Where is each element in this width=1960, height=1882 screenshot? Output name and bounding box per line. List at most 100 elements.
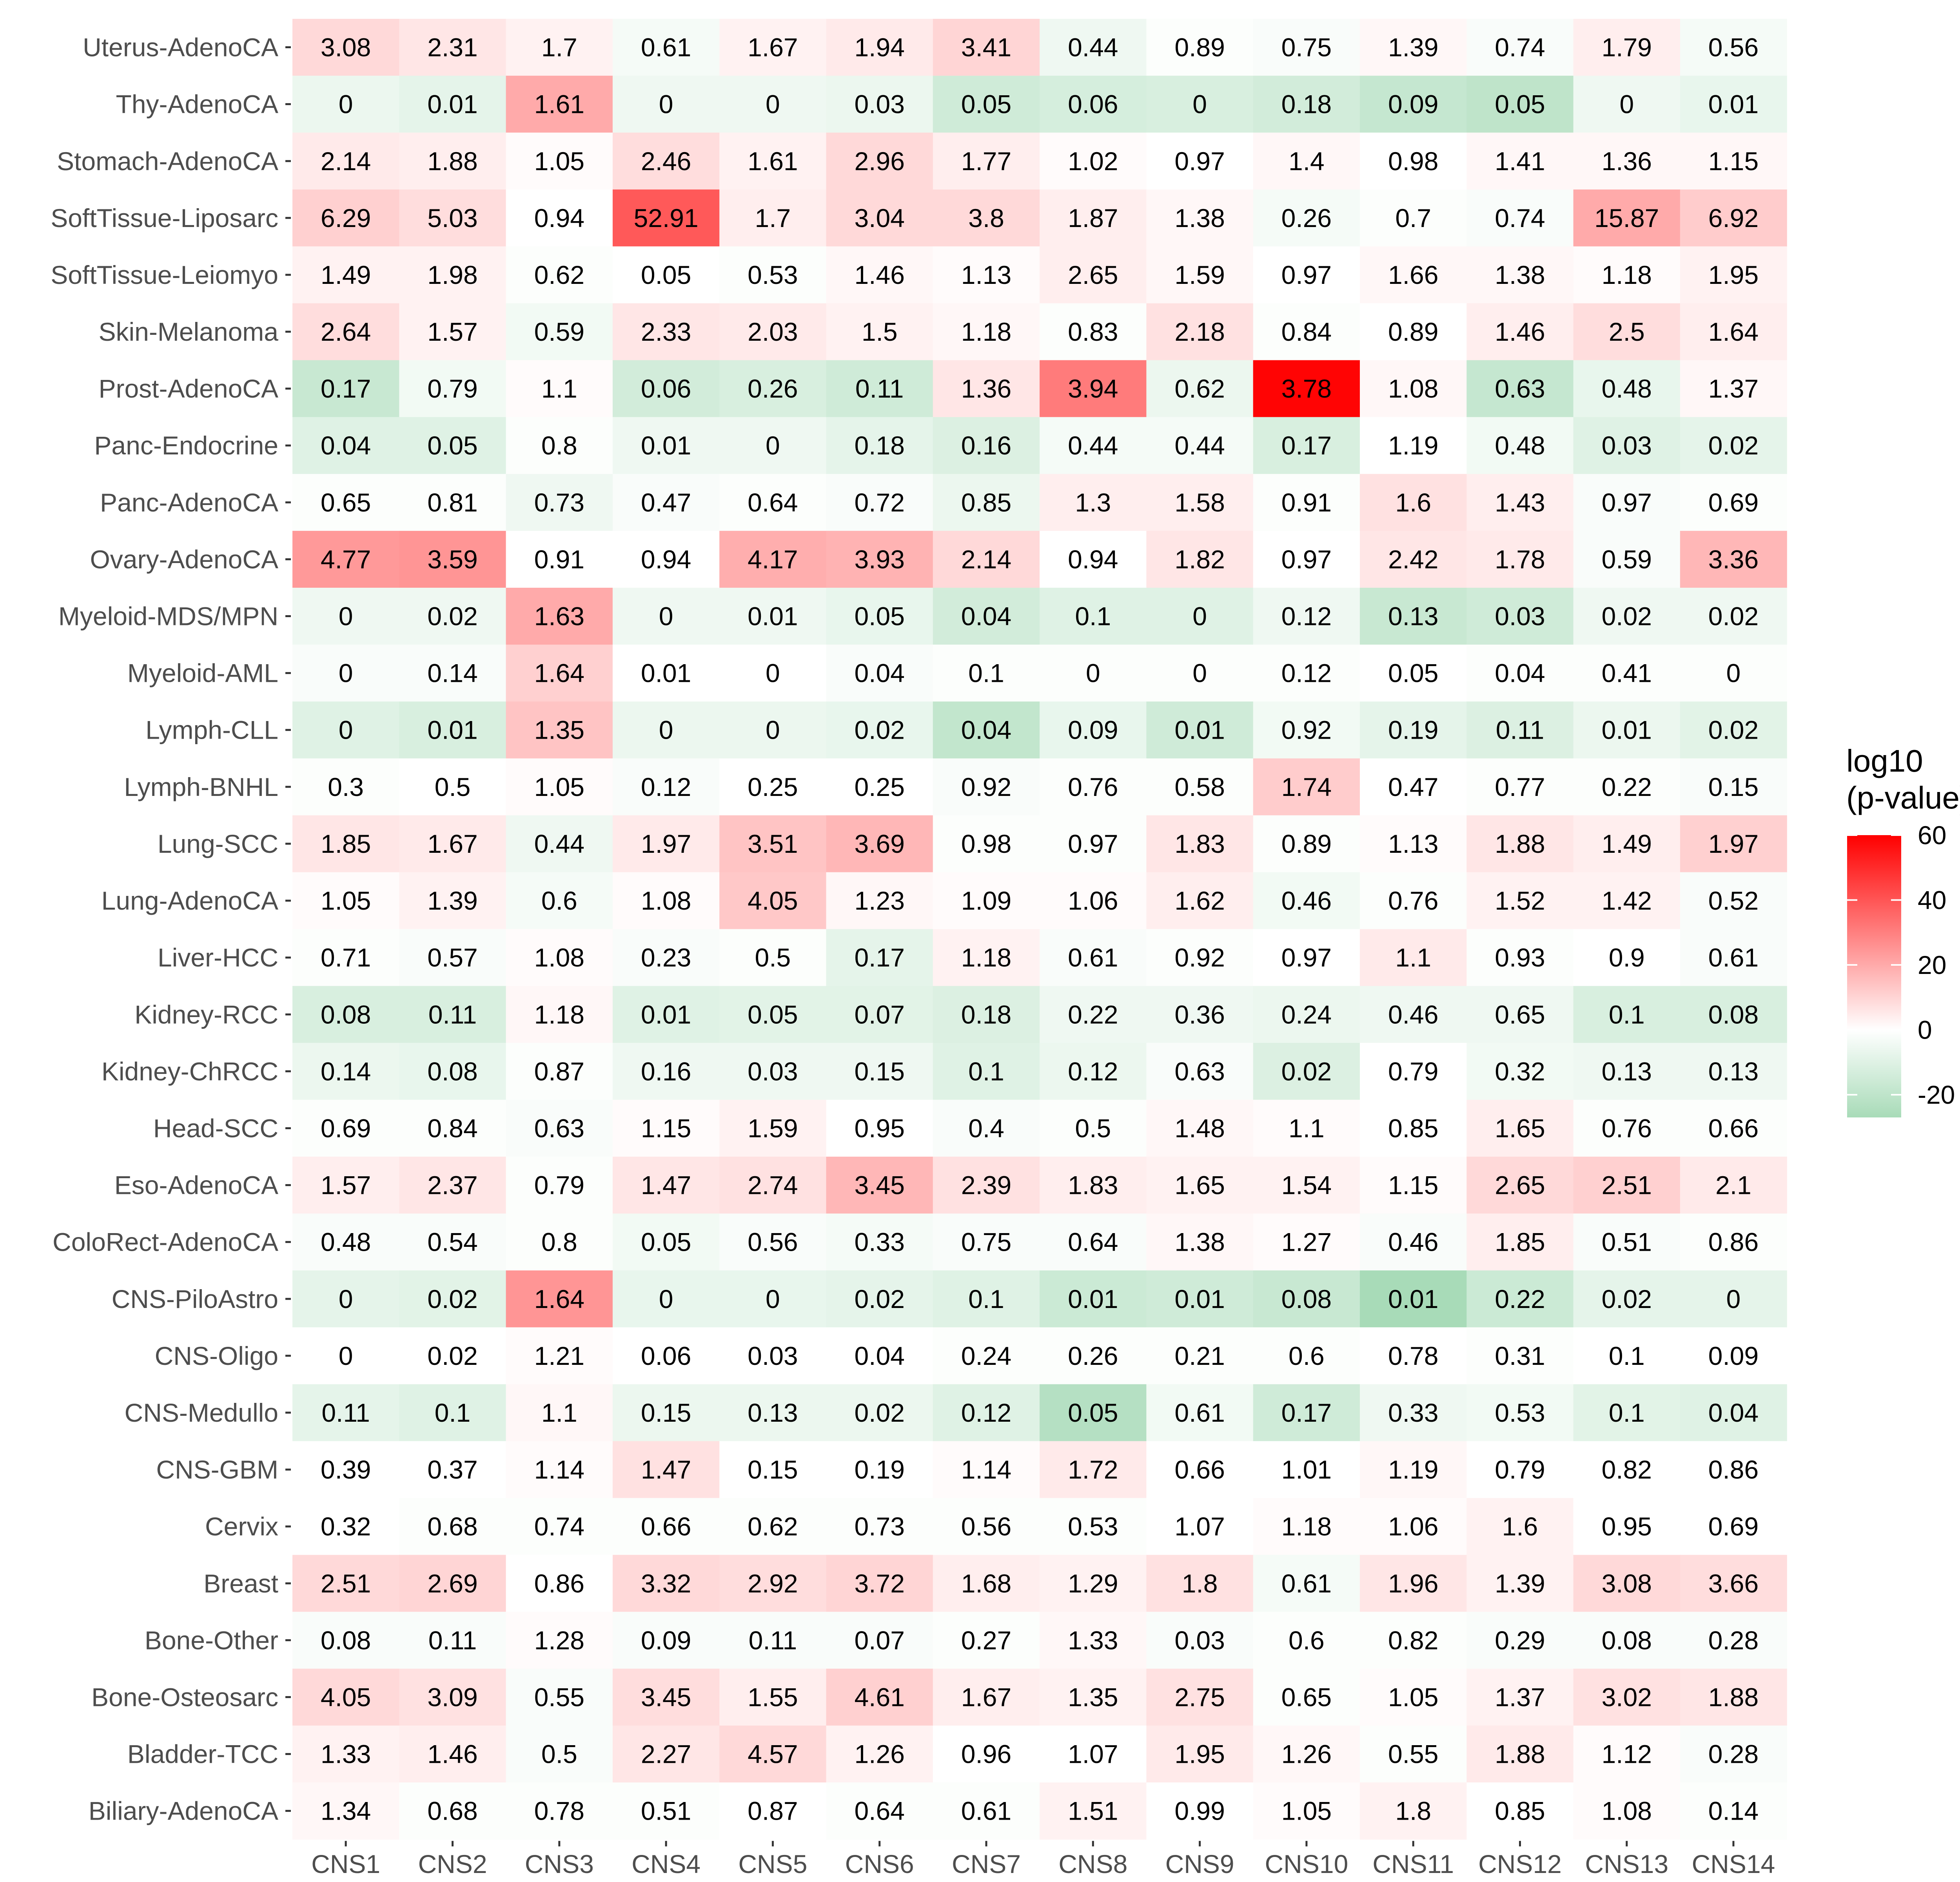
cell-value-label: 1.28 xyxy=(534,1626,584,1655)
legend-title-line-2: (p-value) xyxy=(1846,780,1960,815)
cell-value-label: 1.49 xyxy=(321,260,371,289)
cell-value-label: 0.01 xyxy=(641,431,691,460)
heatmap-cell-cns-gbm-cns6 xyxy=(826,1441,933,1499)
heatmap-cell-breast-cns7 xyxy=(933,1555,1040,1612)
cell-value-label: 0.1 xyxy=(1075,602,1111,631)
cell-value-label: 0.46 xyxy=(1388,1228,1438,1257)
cell-value-label: 0.21 xyxy=(1174,1341,1225,1370)
heatmap-cell-lymph-cll-cns7 xyxy=(933,701,1040,759)
cell-value-label: 2.42 xyxy=(1388,545,1438,574)
cell-value-label: 1.67 xyxy=(748,33,798,62)
cell-value-label: 0.99 xyxy=(1174,1797,1225,1826)
x-tick-label-cns1: CNS1 xyxy=(311,1849,380,1878)
cell-value-label: 2.14 xyxy=(961,545,1011,574)
cell-value-label: 0.05 xyxy=(641,260,691,289)
cell-value-label: 0.33 xyxy=(854,1228,904,1257)
cell-value-label: 2.65 xyxy=(1495,1171,1545,1200)
heatmap-cell-panc-adenoca-cns9 xyxy=(1146,474,1254,531)
heatmap-cell-cns-piloastro-cns13 xyxy=(1573,1270,1681,1328)
cell-value-label: 0.74 xyxy=(1495,33,1545,62)
heatmap-cell-uterus-adenoca-cns14 xyxy=(1680,19,1787,76)
cell-value-label: 0.3 xyxy=(328,772,364,801)
cell-value-label: 0.11 xyxy=(1496,716,1544,745)
cell-value-label: 0.02 xyxy=(1708,431,1759,460)
cell-value-label: 0.77 xyxy=(1495,772,1545,801)
cell-value-label: 0.06 xyxy=(641,374,691,403)
cell-value-label: 2.92 xyxy=(748,1569,798,1598)
cell-value-label: 2.1 xyxy=(1715,1171,1751,1200)
heatmap-cell-cns-medullo-cns2 xyxy=(399,1384,506,1442)
cell-value-label: 1.77 xyxy=(961,147,1011,176)
y-tick-label-panc-adenoca: Panc-AdenoCA xyxy=(100,488,278,517)
cell-value-label: 0.1 xyxy=(968,1057,1004,1086)
y-tick-label-cns-gbm: CNS-GBM xyxy=(156,1455,278,1484)
heatmap-cell-kidney-chrcc-cns2 xyxy=(399,1043,506,1100)
heatmap-cell-lymph-cll-cns4 xyxy=(612,701,720,759)
heatmap-cell-stomach-adenoca-cns6 xyxy=(826,133,933,190)
cell-value-label: 0.28 xyxy=(1708,1740,1759,1769)
heatmap-cell-panc-endocrine-cns1 xyxy=(292,417,399,474)
cell-value-label: 1.05 xyxy=(534,147,584,176)
heatmap-cell-myeloid-mds-mpn-cns1 xyxy=(292,588,399,645)
y-tick-label-lymph-bnhl: Lymph-BNHL xyxy=(124,772,278,801)
heatmap-cell-kidney-chrcc-cns4 xyxy=(612,1043,720,1100)
cell-value-label: 0.53 xyxy=(1495,1398,1545,1427)
heatmap-cell-myeloid-aml-cns7 xyxy=(933,645,1040,702)
cell-value-label: 0.09 xyxy=(1068,716,1118,745)
cell-value-label: 0.01 xyxy=(641,659,691,688)
heatmap-cell-cervix-cns4 xyxy=(612,1498,720,1555)
cell-value-label: 1.48 xyxy=(1174,1114,1225,1143)
heatmap-cell-skin-melanoma-cns9 xyxy=(1146,303,1254,361)
cell-value-label: 1.8 xyxy=(1395,1797,1431,1826)
heatmap-cell-panc-endocrine-cns7 xyxy=(933,417,1040,474)
y-axis: Uterus-AdenoCA Thy-AdenoCA Stomach-AdenoCA… xyxy=(51,33,291,1826)
heatmap-cell-stomach-adenoca-cns11 xyxy=(1360,133,1467,190)
cell-value-label: 0.14 xyxy=(321,1057,371,1086)
heatmap-cell-kidney-rcc-cns9 xyxy=(1146,986,1254,1043)
cell-value-label: 0.18 xyxy=(961,1000,1011,1029)
heatmap-cell-kidney-rcc-cns3 xyxy=(506,986,613,1043)
heatmap-cell-stomach-adenoca-cns14 xyxy=(1680,133,1787,190)
cell-value-label: 1.46 xyxy=(1495,317,1545,346)
heatmap-cell-cervix-cns1 xyxy=(292,1498,399,1555)
heatmap-cell-myeloid-aml-cns6 xyxy=(826,645,933,702)
cell-value-label: 0.66 xyxy=(1708,1114,1759,1143)
cell-value-label: 1.83 xyxy=(1174,829,1225,858)
heatmap-cell-cervix-cns6 xyxy=(826,1498,933,1555)
cell-value-label: 0.48 xyxy=(1495,431,1545,460)
heatmap-cell-kidney-rcc-cns13 xyxy=(1573,986,1681,1043)
heatmap-cell-cervix-cns10 xyxy=(1253,1498,1360,1555)
cell-value-label: 1.88 xyxy=(427,147,477,176)
heatmap-cell-head-scc-cns4 xyxy=(612,1099,720,1157)
heatmap-cell-lung-adenoca-cns8 xyxy=(1040,872,1147,930)
heatmap-cell-panc-adenoca-cns8 xyxy=(1040,474,1147,531)
x-tick-label-cns12: CNS12 xyxy=(1478,1849,1562,1878)
cell-value-label: 1.88 xyxy=(1708,1682,1759,1711)
cell-value-label: 1.36 xyxy=(961,374,1011,403)
heatmap-cell-kidney-rcc-cns8 xyxy=(1040,986,1147,1043)
cell-value-label: 0.19 xyxy=(854,1455,904,1484)
cell-value-label: 0.02 xyxy=(427,1341,477,1370)
cell-value-label: 3.8 xyxy=(968,203,1004,233)
cell-value-label: 0.03 xyxy=(1174,1626,1225,1655)
cell-value-label: 1.66 xyxy=(1388,260,1438,289)
heatmap-cell-cns-oligo-cns6 xyxy=(826,1327,933,1384)
cell-value-label: 0.27 xyxy=(961,1626,1011,1655)
heatmap-cell-panc-adenoca-cns2 xyxy=(399,474,506,531)
heatmap-cell-cns-gbm-cns10 xyxy=(1253,1441,1360,1499)
heatmap-cell-prost-adenoca-cns9 xyxy=(1146,360,1254,418)
heatmap-cell-uterus-adenoca-cns6 xyxy=(826,19,933,76)
cell-value-label: 1.21 xyxy=(534,1341,584,1370)
heatmap-cell-head-scc-cns7 xyxy=(933,1099,1040,1157)
cell-value-label: 0.89 xyxy=(1174,33,1225,62)
heatmap-cell-cns-piloastro-cns2 xyxy=(399,1270,506,1328)
cell-value-label: 0 xyxy=(339,90,353,119)
cell-value-label: 0.26 xyxy=(748,374,798,403)
cell-value-label: 0.74 xyxy=(534,1512,584,1541)
cell-value-label: 0.12 xyxy=(1281,659,1332,688)
heatmap-cell-head-scc-cns3 xyxy=(506,1099,613,1157)
legend-title-line-1: log10 xyxy=(1846,743,1923,778)
heatmap-cell-bladder-tcc-cns6 xyxy=(826,1726,933,1783)
cell-value-label: 0.22 xyxy=(1495,1284,1545,1313)
cell-value-label: 3.08 xyxy=(1602,1569,1652,1598)
